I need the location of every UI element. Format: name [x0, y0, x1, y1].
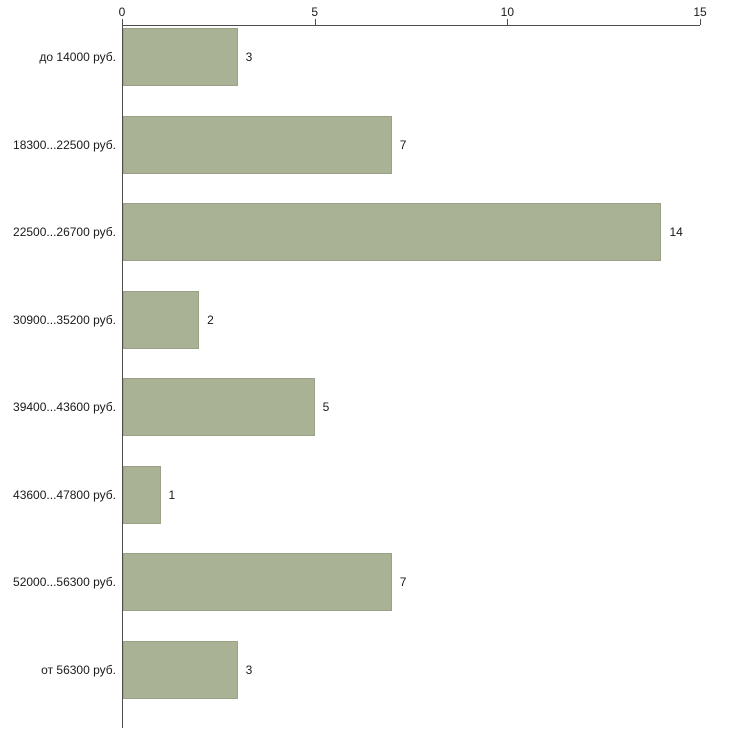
x-axis-tick-label: 10: [500, 5, 515, 19]
value-label: 5: [322, 400, 330, 414]
value-label: 3: [245, 50, 253, 64]
bar: [123, 553, 392, 611]
x-axis-tick-mark: [507, 19, 509, 25]
value-label: 3: [245, 662, 253, 677]
value-label: 1: [168, 487, 176, 502]
category-label: 43600...47800 руб.: [13, 487, 116, 502]
value-label: 7: [399, 575, 407, 589]
x-axis-tick-mark: [314, 19, 316, 25]
x-axis-tick-label: 5: [311, 5, 318, 19]
x-axis-tick-mark: [700, 19, 701, 25]
bar: [123, 28, 238, 86]
x-axis-tick-mark: [122, 19, 123, 25]
x-axis-tick-label: 0: [118, 5, 126, 19]
value-label: 14: [669, 225, 683, 239]
bar: [123, 378, 315, 436]
value-label: 7: [399, 137, 407, 152]
x-axis-line: [122, 25, 700, 26]
value-label: 2: [207, 312, 214, 327]
bar: [123, 290, 200, 349]
category-label: 30900...35200 руб.: [13, 312, 116, 327]
category-label: 18300...22500 руб.: [13, 137, 116, 152]
category-label: от 56300 руб.: [41, 662, 116, 677]
y-axis-line: [122, 25, 123, 728]
category-label: 22500...26700 руб.: [13, 225, 116, 239]
bar: [123, 203, 662, 261]
category-label: до 14000 руб.: [39, 50, 116, 64]
bar: [123, 115, 392, 174]
category-label: 39400...43600 руб.: [13, 400, 116, 414]
x-axis-tick-label: 15: [693, 5, 707, 19]
bar: [123, 465, 161, 524]
bar: [123, 640, 238, 699]
category-label: 52000...56300 руб.: [13, 575, 116, 589]
